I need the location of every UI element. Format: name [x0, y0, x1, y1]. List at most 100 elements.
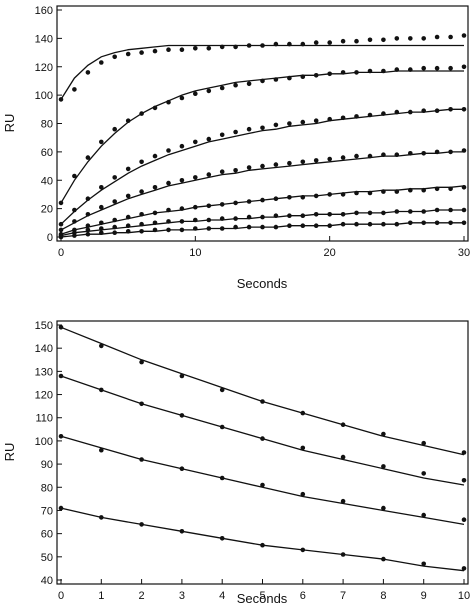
x-tick-label: 10: [458, 590, 470, 602]
data-point-series-3: [112, 175, 117, 180]
data-point-series-1: [273, 41, 279, 47]
data-point-series-6: [327, 212, 333, 217]
data-point-series-2: [448, 65, 453, 71]
data-point-series-6: [99, 226, 104, 231]
y-tick-label: 90: [41, 459, 53, 471]
plot-frame: [56, 5, 469, 242]
data-point-series-6: [112, 224, 117, 230]
data-point-series-7: [233, 224, 238, 230]
data-point-series-2: [260, 78, 265, 84]
x-tick-label: 0: [58, 247, 64, 259]
data-point-series-4: [260, 542, 265, 548]
data-point-series-7: [381, 221, 386, 227]
data-point-series-5: [85, 223, 91, 228]
data-point-series-2: [461, 478, 467, 483]
data-point-series-4: [166, 180, 171, 186]
data-point-series-3: [152, 153, 158, 159]
data-point-series-4: [340, 552, 346, 557]
y-tick-label: 80: [41, 119, 53, 131]
x-tick-label: 2: [139, 590, 145, 602]
data-point-series-5: [166, 207, 171, 213]
data-point-series-4: [448, 149, 453, 155]
data-point-series-2: [72, 173, 77, 179]
data-point-series-3: [219, 475, 225, 481]
data-point-series-2: [219, 424, 225, 430]
x-tick-label: 5: [259, 590, 265, 602]
data-point-series-7: [166, 227, 171, 233]
data-point-series-1: [206, 46, 212, 51]
data-point-series-1: [125, 51, 131, 57]
data-point-series-7: [246, 224, 252, 230]
data-point-series-4: [246, 165, 252, 170]
data-point-series-5: [112, 217, 117, 223]
y-tick-label: 70: [41, 505, 53, 517]
data-point-series-5: [340, 192, 346, 197]
data-point-series-2: [219, 85, 225, 91]
data-point-series-6: [340, 212, 346, 217]
data-point-series-5: [139, 212, 144, 217]
data-point-series-7: [327, 223, 333, 228]
data-point-series-3: [219, 132, 225, 138]
data-point-series-2: [99, 139, 104, 145]
data-point-series-7: [219, 226, 225, 231]
data-point-series-6: [461, 207, 467, 213]
data-point-series-1: [287, 41, 292, 47]
data-point-series-1: [166, 47, 171, 52]
x-tick-label: 10: [189, 247, 201, 259]
data-point-series-5: [448, 186, 453, 192]
data-point-series-6: [139, 221, 144, 227]
data-point-series-5: [273, 196, 279, 201]
data-point-series-4: [287, 160, 292, 166]
data-point-series-3: [300, 119, 306, 125]
data-point-series-6: [448, 207, 453, 213]
data-point-series-3: [327, 116, 333, 122]
data-point-series-7: [260, 224, 265, 230]
data-point-series-1: [461, 450, 467, 455]
data-point-series-6: [394, 209, 400, 214]
data-point-series-3: [179, 466, 185, 472]
data-point-series-2: [340, 70, 346, 75]
tick-marks: 40 50 60 70 80 90 100 110 120 130 140 150 0 1 2 3 4 5 6 7 8 9…: [35, 320, 470, 602]
data-point-series-3: [354, 114, 359, 119]
data-point-series-6: [125, 223, 131, 228]
x-tick-label: 6: [300, 590, 306, 602]
data-point-series-5: [99, 220, 104, 226]
data-point-series-3: [448, 107, 453, 112]
data-point-series-3: [58, 221, 64, 227]
data-point-series-6: [260, 214, 265, 220]
data-point-series-4: [179, 178, 185, 183]
data-point-series-2: [179, 95, 185, 101]
data-point-series-3: [340, 115, 346, 121]
data-point-series-6: [287, 213, 292, 218]
data-point-series-1: [139, 50, 144, 55]
data-point-series-1: [260, 399, 265, 404]
data-point-series-2: [421, 471, 427, 476]
data-point-series-6: [273, 213, 279, 218]
data-point-series-1: [219, 44, 225, 50]
data-point-series-5: [193, 204, 198, 210]
data-point-series-6: [434, 207, 440, 213]
data-point-series-6: [367, 210, 373, 216]
data-point-series-5: [219, 202, 225, 207]
y-axis-label: RU: [2, 114, 17, 133]
data-point-series-5: [179, 206, 185, 211]
data-point-series-4: [327, 156, 333, 162]
data-point-series-3: [99, 185, 104, 190]
kinetics-dissociation-panel: 40 50 60 70 80 90 100 110 120 130 140 150 0 1 2 3 4 5 6 7 8 9…: [2, 320, 470, 606]
x-tick-label: 8: [380, 590, 386, 602]
data-point-series-4: [394, 152, 400, 157]
data-point-series-3: [300, 491, 306, 497]
data-points: [58, 33, 467, 240]
data-point-series-2: [233, 82, 238, 88]
data-point-series-1: [72, 87, 77, 92]
data-point-series-6: [219, 216, 225, 221]
data-point-series-1: [233, 44, 238, 50]
data-point-series-7: [408, 220, 413, 226]
data-point-series-5: [313, 193, 319, 199]
data-point-series-5: [381, 189, 386, 194]
data-point-series-4: [206, 172, 212, 177]
data-point-series-5: [394, 189, 400, 194]
data-point-series-1: [219, 387, 225, 393]
data-point-series-2: [166, 99, 171, 105]
data-point-series-5: [327, 192, 333, 197]
